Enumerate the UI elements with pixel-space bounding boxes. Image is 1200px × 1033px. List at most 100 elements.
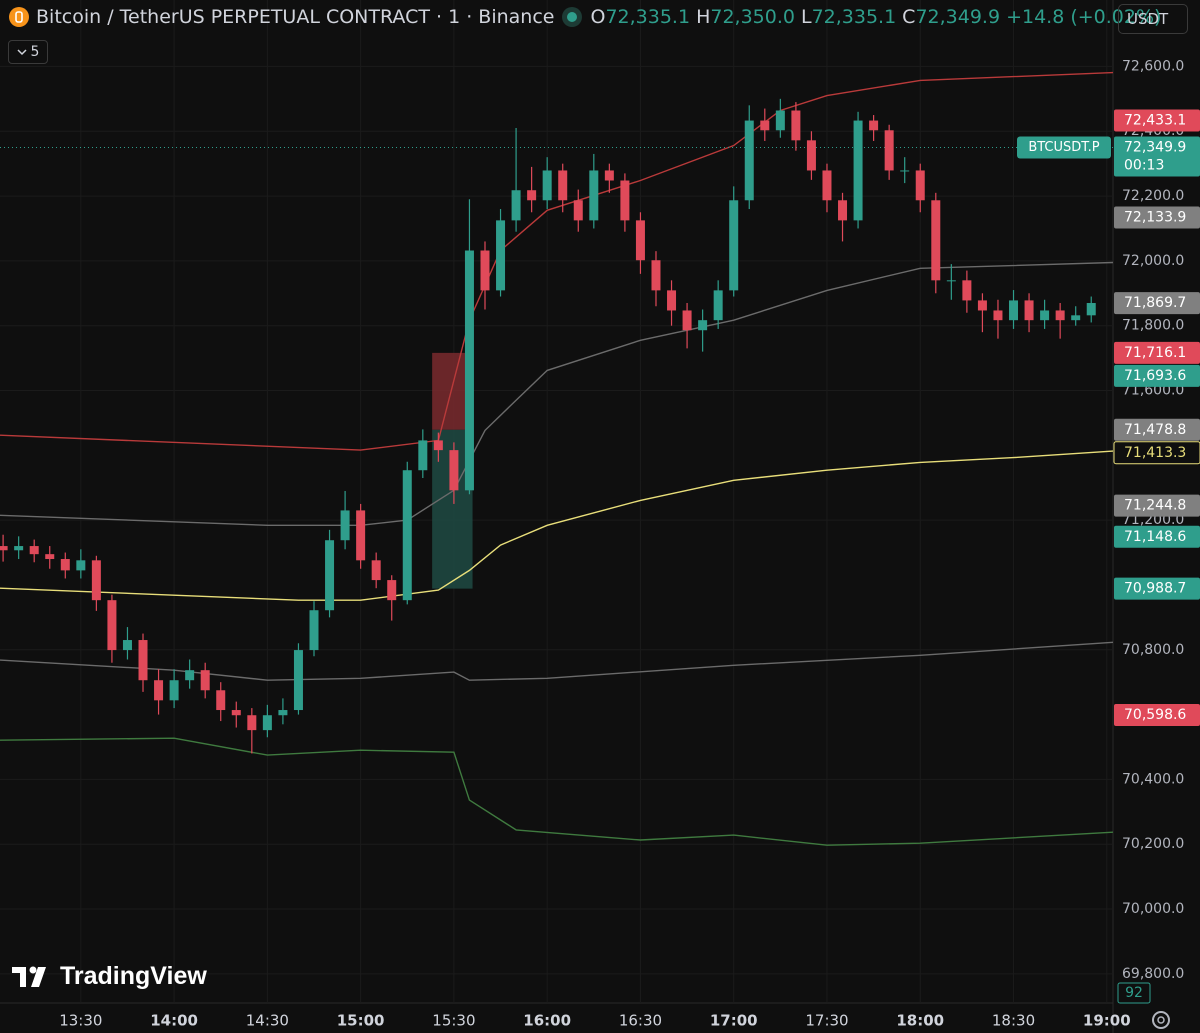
candle-body [698,320,708,331]
symbol-title[interactable]: Bitcoin / TetherUS PERPETUAL CONTRACT · … [36,6,555,28]
currency-button[interactable]: USDT [1118,4,1188,34]
candle-body [29,546,39,555]
candle-body [293,650,303,711]
candle-body [480,250,490,291]
price-label-bg [1114,418,1200,441]
candle-body [791,110,801,141]
candle-body [60,559,70,571]
candle-body [76,560,86,571]
price-label-bg [1114,525,1200,548]
x-tick-label: 17:30 [805,1012,848,1030]
price-label: 71,693.6 [1124,368,1186,384]
candle-body [387,580,397,601]
x-tick-label: 18:30 [992,1012,1035,1030]
candle-body [900,170,910,172]
candle-body [1024,300,1034,321]
price-label: 71,478.8 [1124,422,1186,438]
y-tick-label: 72,200.0 [1122,188,1184,204]
candle-body [1086,303,1096,316]
price-label: 70,988.7 [1124,581,1186,597]
x-tick-label: 16:00 [523,1012,571,1030]
price-label-bg [1114,206,1200,229]
y-tick-label: 70,000.0 [1122,901,1184,917]
ohlc-value: 72,335.1 [605,6,691,28]
candle-body [169,680,179,701]
candle-body [418,440,428,471]
candle-body [340,510,350,541]
candle-body [946,280,956,282]
candle-body [433,440,443,451]
ohlc-value: 72,349.9 [915,6,1001,28]
price-label: 70,598.6 [1124,707,1186,723]
candle-body [760,120,770,131]
candle-body [558,170,568,201]
candle-body [589,170,599,221]
countdown: 00:13 [1124,157,1164,173]
watermark-text: TradingView [60,962,207,990]
price-label-bg [1114,136,1200,177]
y-tick-label: 70,400.0 [1122,771,1184,787]
candle-body [651,260,661,291]
price-label: 72,349.9 [1124,139,1186,155]
candle-body [682,310,692,331]
change: +14.8 (+0.02%) [1006,6,1162,28]
price-label-bg [1114,109,1200,132]
ohlc-key: C [902,6,916,28]
y-tick-label: 70,200.0 [1122,836,1184,852]
indicator-line [0,450,1113,601]
candle-body [45,554,55,560]
price-label-bg [1114,577,1200,600]
volume-label: 92 [1125,985,1143,1001]
candle-body [1040,310,1050,321]
status-dot [562,7,583,27]
candle-body [371,560,381,581]
y-tick-label: 72,000.0 [1122,253,1184,269]
candle-body [884,130,894,171]
candle-body [14,546,24,551]
price-label: 71,869.7 [1124,295,1186,311]
candle-body [154,680,164,701]
candle-body [915,170,925,201]
candle-body [962,280,972,301]
watermark-logo [12,966,46,987]
price-label: 71,413.3 [1124,445,1186,461]
price-label-bg [1114,704,1200,727]
x-tick-label: 15:00 [337,1012,385,1030]
candle-body [0,546,8,551]
price-label: 71,148.6 [1124,529,1186,545]
currency: USDT [1127,10,1169,28]
candle-body [200,670,210,691]
candle-body [464,250,474,491]
ohlc-key: L [800,6,812,28]
candle-body [853,120,863,221]
candle-body [931,200,941,281]
indicator-toggle[interactable]: 5 [8,40,48,64]
grid [0,0,1113,1003]
candle-body [309,610,319,651]
candle-body [247,715,257,731]
chevron [17,49,27,56]
candle-body [744,120,754,201]
candle-body [604,170,614,181]
candle-body [635,220,645,261]
candle-body [278,710,288,716]
x-tick-label: 17:00 [710,1012,758,1030]
price-label: 71,244.8 [1124,498,1186,514]
candle-body [713,290,723,321]
candle-body [993,310,1003,321]
settings-icon[interactable] [1152,1011,1170,1029]
candle-body [620,180,630,221]
y-tick-label: 70,800.0 [1122,642,1184,658]
price-label: 72,433.1 [1124,113,1186,129]
candle-body [107,600,117,651]
volume-label-bg [1117,982,1151,1004]
candle-body [1009,300,1019,321]
y-tick-label: 69,800.0 [1122,966,1184,982]
candle-body [91,560,101,601]
candle-body [573,200,583,221]
candle-body [216,690,226,711]
watermark: TradingView [12,962,207,991]
candle-body [262,715,272,731]
